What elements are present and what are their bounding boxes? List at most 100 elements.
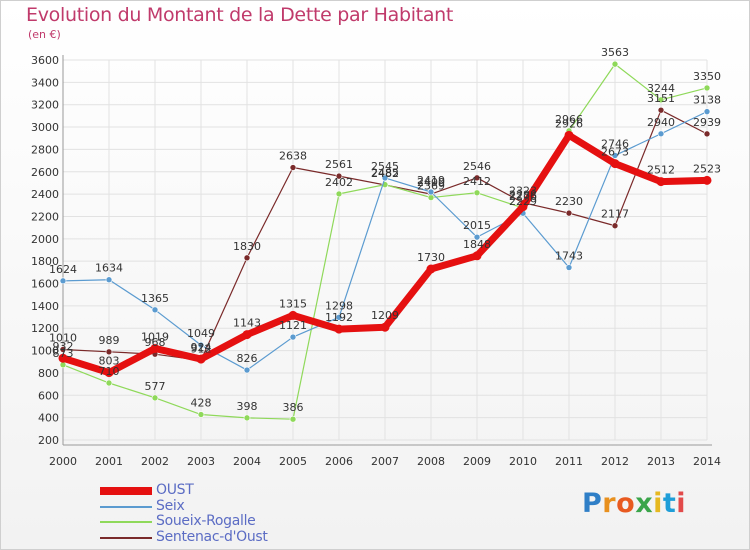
legend-label: Soueix-Rogalle [156, 513, 256, 529]
data-point-seix [657, 130, 665, 138]
data-label-oust: 1192 [325, 311, 353, 324]
x-tick-label: 2000 [49, 455, 77, 468]
data-label-soueix-rogalle: 873 [53, 347, 74, 360]
data-point-seix [611, 152, 619, 159]
x-tick-label: 2003 [187, 455, 215, 468]
logo-letter: P [582, 488, 603, 519]
data-label-seix: 2746 [601, 137, 629, 150]
y-tick-label: 2200 [31, 210, 59, 223]
data-point-sentenac-d-oust [105, 348, 113, 356]
y-tick-label: 800 [38, 367, 59, 380]
data-point-oust [426, 264, 436, 274]
data-point-seix [381, 174, 389, 182]
y-tick-label: 2800 [31, 143, 59, 156]
data-label-soueix-rogalle: 2485 [371, 167, 399, 180]
data-label-oust: 803 [99, 355, 120, 368]
data-label-soueix-rogalle: 2412 [463, 175, 491, 188]
x-tick-label: 2010 [509, 455, 537, 468]
data-point-sentenac-d-oust [59, 346, 67, 353]
y-tick-label: 400 [38, 412, 59, 425]
data-point-oust [104, 368, 114, 378]
y-tick-label: 1000 [31, 345, 59, 358]
x-tick-label: 2012 [601, 455, 629, 468]
data-point-oust [380, 322, 390, 332]
data-point-oust [150, 343, 160, 353]
data-label-soueix-rogalle: 2276 [509, 190, 537, 203]
logo-letter: x [635, 488, 654, 519]
x-tick-label: 2011 [555, 455, 583, 468]
legend-swatch [100, 487, 152, 495]
data-point-soueix-rogalle [197, 411, 205, 418]
data-label-sentenac-d-oust: 2400 [417, 176, 445, 189]
data-label-sentenac-d-oust: 2638 [279, 150, 307, 163]
y-tick-label: 2400 [31, 188, 59, 201]
data-point-oust [656, 177, 666, 187]
data-label-soueix-rogalle: 398 [237, 400, 258, 413]
y-tick-label: 3200 [31, 99, 59, 112]
y-tick-label: 200 [38, 434, 59, 447]
data-label-oust: 924 [191, 341, 212, 354]
data-point-sentenac-d-oust [289, 164, 297, 171]
data-label-seix: 1365 [141, 292, 169, 305]
data-point-seix [59, 277, 67, 285]
data-point-oust [702, 175, 712, 185]
data-label-soueix-rogalle: 2402 [325, 176, 353, 189]
data-label-sentenac-d-oust: 1830 [233, 240, 261, 253]
data-label-seix: 2940 [647, 116, 675, 129]
logo-letter: i [653, 488, 663, 519]
legend-label: Sentenac-d'Oust [156, 528, 268, 545]
data-label-seix: 826 [237, 352, 258, 365]
y-tick-label: 1800 [31, 255, 59, 268]
x-tick-label: 2006 [325, 455, 353, 468]
data-point-seix [335, 313, 343, 321]
x-tick-label: 2005 [279, 455, 307, 468]
legend-swatch [100, 505, 152, 508]
data-label-oust: 1019 [141, 330, 169, 343]
data-label-seix: 1624 [49, 263, 77, 276]
data-label-seix: 2419 [417, 174, 445, 187]
data-label-sentenac-d-oust: 968 [145, 336, 166, 349]
data-label-sentenac-d-oust: 989 [99, 334, 120, 347]
data-label-seix: 2015 [463, 219, 491, 232]
data-label-oust: 1848 [463, 238, 491, 251]
data-point-oust [518, 202, 528, 212]
data-label-seix: 2545 [371, 160, 399, 173]
legend-swatch [100, 536, 152, 539]
data-point-sentenac-d-oust [565, 209, 573, 217]
data-label-sentenac-d-oust: 2323 [509, 185, 537, 198]
x-tick-label: 2004 [233, 455, 261, 468]
data-point-sentenac-d-oust [703, 130, 711, 138]
x-tick-label: 2009 [463, 455, 491, 468]
y-tick-label: 3000 [31, 121, 59, 134]
data-point-soueix-rogalle [611, 60, 619, 68]
data-label-sentenac-d-oust: 912 [191, 342, 212, 355]
data-point-sentenac-d-oust [657, 106, 665, 114]
data-point-soueix-rogalle [289, 415, 297, 423]
data-point-soueix-rogalle [151, 394, 159, 402]
data-point-soueix-rogalle [243, 414, 251, 422]
data-labels: 1010 989 968 912 1830 2638 2561 2482 2400 2546 232… [49, 46, 721, 414]
data-point-soueix-rogalle [335, 190, 343, 198]
data-label-soueix-rogalle: 2369 [417, 180, 445, 193]
data-point-sentenac-d-oust [473, 174, 481, 182]
data-point-sentenac-d-oust [611, 222, 619, 230]
data-label-soueix-rogalle: 577 [145, 380, 166, 393]
data-point-soueix-rogalle [105, 379, 113, 387]
data-label-soueix-rogalle: 3350 [693, 70, 721, 83]
data-label-sentenac-d-oust: 2117 [601, 208, 629, 221]
logo-letter: o [616, 488, 636, 519]
data-point-seix [565, 264, 573, 271]
data-point-oust [334, 324, 344, 334]
data-label-oust: 1143 [233, 317, 261, 330]
series-group [58, 60, 712, 423]
data-label-sentenac-d-oust: 2546 [463, 160, 491, 173]
data-point-soueix-rogalle [657, 96, 665, 104]
y-tick-label: 2000 [31, 233, 59, 246]
y-tick-label: 2600 [31, 166, 59, 179]
data-label-soueix-rogalle: 386 [283, 401, 304, 414]
logo-letter: i [676, 488, 687, 519]
x-tick-label: 2002 [141, 455, 169, 468]
data-label-oust: 932 [53, 340, 74, 353]
data-label-seix: 3138 [693, 94, 721, 107]
